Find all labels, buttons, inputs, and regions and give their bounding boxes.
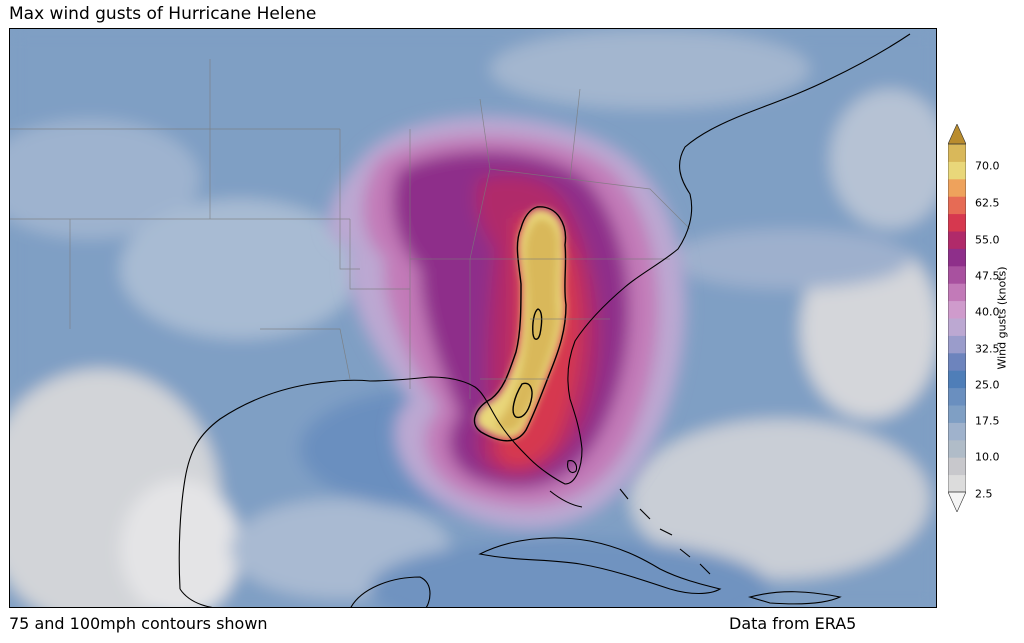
cuba bbox=[478, 537, 722, 595]
colorbar-segment bbox=[948, 196, 966, 215]
colorbar-segment bbox=[948, 422, 966, 441]
colorbar-segment bbox=[948, 474, 966, 493]
colorbar-segment bbox=[948, 248, 966, 267]
colorbar-segment bbox=[948, 231, 966, 249]
colorbar-tick: 62.5 bbox=[975, 196, 1000, 210]
colorbar-segment bbox=[948, 213, 966, 232]
colorbar-segment bbox=[948, 300, 966, 319]
colorbar-segment bbox=[948, 283, 966, 302]
data-source-note: Data from ERA5 bbox=[729, 614, 857, 633]
contour-75mph bbox=[473, 206, 567, 442]
colorbar-segment bbox=[948, 457, 966, 476]
colorbar-tick: 32.5 bbox=[975, 342, 1000, 356]
state-borders bbox=[10, 59, 691, 399]
hispaniola bbox=[747, 591, 842, 605]
colorbar bbox=[948, 124, 966, 512]
coastlines bbox=[178, 33, 911, 607]
colorbar-tick: 55.0 bbox=[975, 233, 1000, 247]
lake-okeechobee bbox=[567, 460, 578, 474]
bahamas bbox=[619, 488, 711, 575]
colorbar-segment bbox=[948, 352, 966, 371]
colorbar-segment bbox=[948, 178, 966, 197]
colorbar-segments bbox=[948, 144, 966, 493]
colorbar-tick: 70.0 bbox=[975, 159, 1000, 173]
mexico-coast bbox=[179, 588, 213, 607]
colorbar-extend-top bbox=[948, 124, 966, 145]
colorbar-segment bbox=[948, 439, 966, 458]
colorbar-segment bbox=[948, 144, 966, 162]
gulf-coast bbox=[178, 33, 911, 590]
contour-100mph bbox=[512, 382, 533, 419]
contour-100mph bbox=[532, 308, 543, 340]
colorbar-tick: 10.0 bbox=[975, 450, 1000, 464]
colorbar-segment bbox=[948, 161, 966, 180]
colorbar-tick: 47.5 bbox=[975, 269, 1000, 283]
colorbar-tick: 17.5 bbox=[975, 414, 1000, 428]
colorbar-tick: 40.0 bbox=[975, 305, 1000, 319]
hurricane-core bbox=[476, 208, 565, 439]
colorbar-segment bbox=[948, 387, 966, 406]
yucatan bbox=[350, 576, 431, 607]
colorbar-segment bbox=[948, 370, 966, 389]
contour-note: 75 and 100mph contours shown bbox=[9, 614, 268, 633]
colorbar-extend-bottom bbox=[948, 491, 966, 512]
florida-keys bbox=[549, 490, 583, 508]
colorbar-tick: 25.0 bbox=[975, 378, 1000, 392]
gust-contours bbox=[473, 206, 567, 442]
colorbar-segment bbox=[948, 405, 966, 423]
map-canvas bbox=[10, 29, 936, 607]
colorbar-tick: 2.5 bbox=[975, 487, 993, 501]
colorbar-segment bbox=[948, 318, 966, 336]
colorbar-segment bbox=[948, 335, 966, 354]
colorbar-label: Wind gusts (knots) bbox=[995, 266, 1009, 370]
wind-gust-map bbox=[9, 28, 937, 608]
colorbar-segment bbox=[948, 265, 966, 284]
chart-title: Max wind gusts of Hurricane Helene bbox=[9, 4, 317, 24]
